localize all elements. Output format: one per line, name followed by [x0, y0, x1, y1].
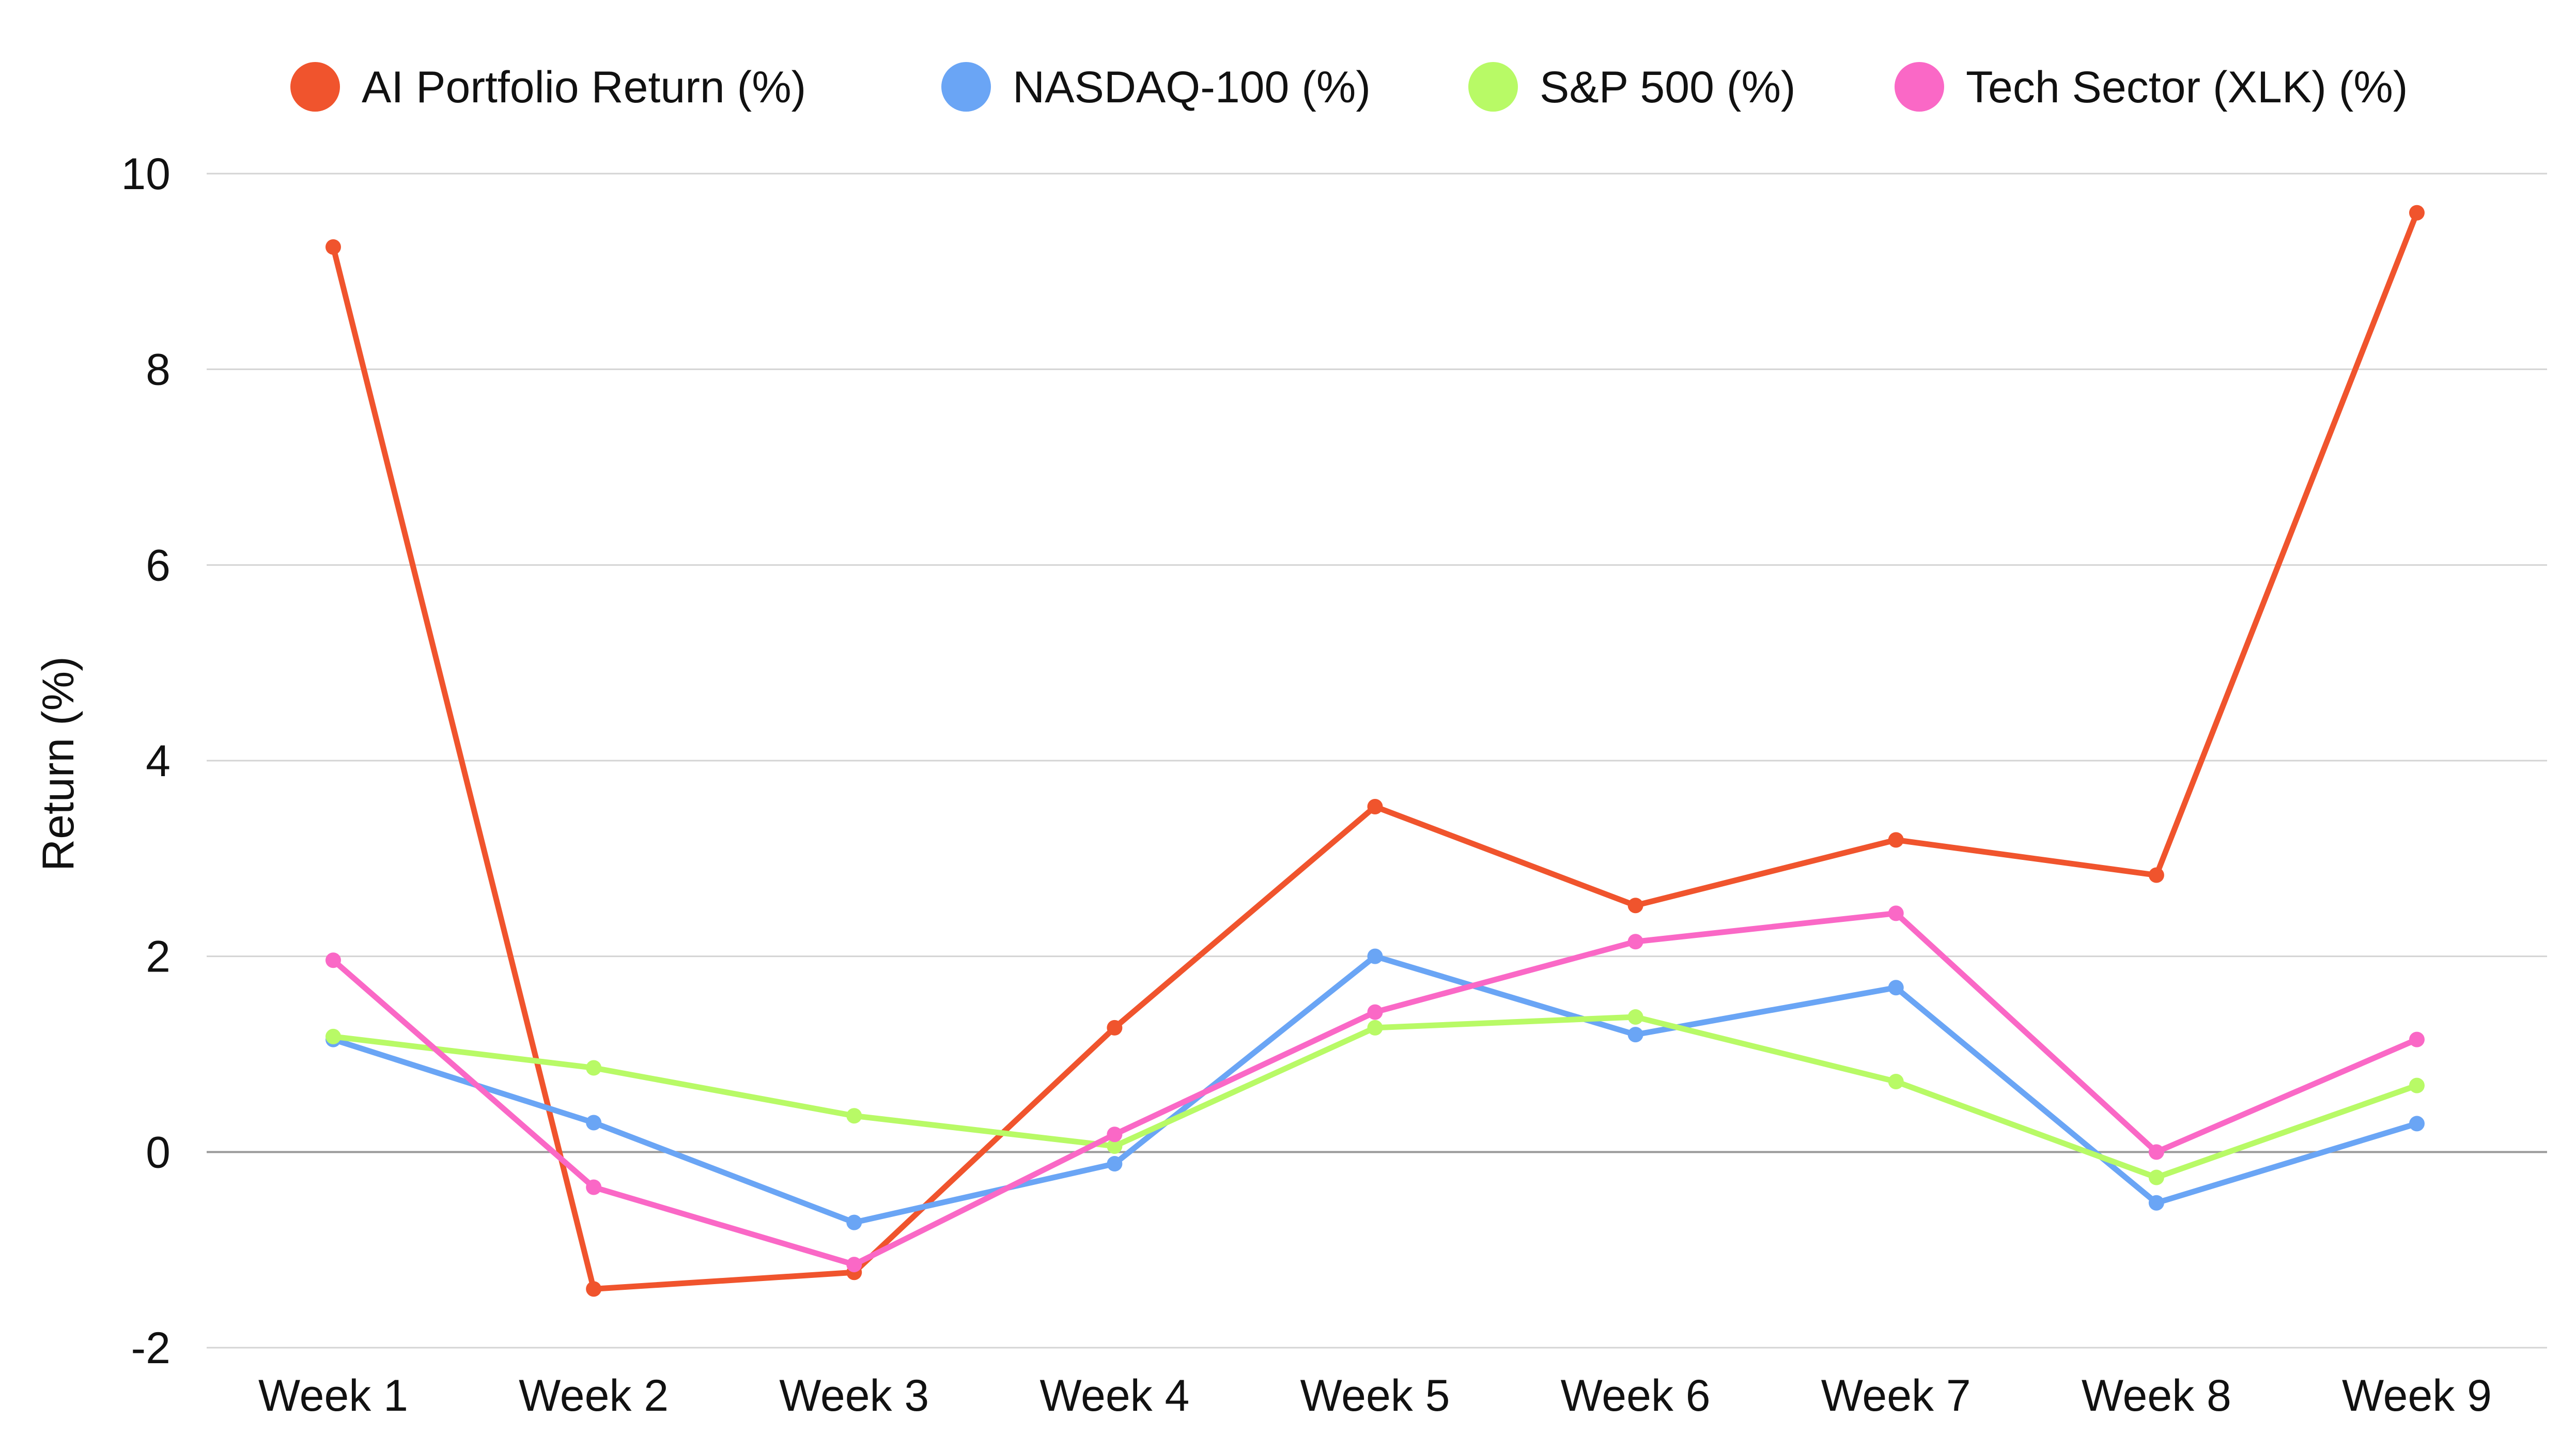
- legend-marker: [290, 62, 340, 112]
- data-point: [2409, 205, 2425, 221]
- x-tick-label: Week 1: [258, 1371, 408, 1421]
- y-axis: -2 0 2 4 6 8 10: [121, 149, 170, 1373]
- data-point: [586, 1060, 602, 1076]
- series-line: [330, 1014, 2420, 1181]
- data-point: [2148, 1195, 2164, 1211]
- x-tick-label: Week 8: [2082, 1371, 2231, 1421]
- data-point: [1627, 934, 1643, 950]
- data-point: [846, 1108, 862, 1124]
- series-group: [325, 948, 2425, 1230]
- legend-item: NASDAQ-100 (%): [941, 62, 1371, 112]
- legend-label: NASDAQ-100 (%): [1013, 63, 1371, 112]
- y-tick-label: 2: [146, 932, 170, 982]
- x-axis: Week 1 Week 2 Week 3 Week 4 Week 5 Week 6 Week…: [258, 1371, 2492, 1421]
- data-point: [1107, 1156, 1123, 1172]
- y-tick-label: -2: [131, 1323, 170, 1373]
- data-point: [2148, 1144, 2164, 1160]
- data-point: [1888, 980, 1904, 996]
- legend-marker: [941, 62, 991, 112]
- data-point: [2409, 1031, 2425, 1047]
- data-point: [1627, 1027, 1643, 1043]
- y-tick-label: 6: [146, 541, 170, 590]
- data-point: [1367, 948, 1383, 964]
- y-axis-title: Return (%): [34, 656, 83, 871]
- data-point: [586, 1281, 602, 1297]
- data-point: [1888, 905, 1904, 921]
- data-point: [1888, 832, 1904, 848]
- legend-item: AI Portfolio Return (%): [290, 62, 806, 112]
- data-point: [586, 1115, 602, 1131]
- legend-marker: [1895, 62, 1944, 112]
- x-tick-label: Week 9: [2342, 1371, 2492, 1421]
- y-tick-label: 0: [146, 1128, 170, 1177]
- data-point: [1367, 798, 1383, 814]
- data-point: [1627, 898, 1643, 914]
- data-point: [325, 1028, 341, 1044]
- legend-marker: [1468, 62, 1518, 112]
- data-point: [2409, 1077, 2425, 1093]
- data-point: [2409, 1116, 2425, 1132]
- data-point: [1367, 1004, 1383, 1020]
- legend-label: Tech Sector (XLK) (%): [1966, 63, 2408, 112]
- series-group: [325, 1009, 2425, 1185]
- data-point: [325, 239, 341, 255]
- legend-item: S&P 500 (%): [1468, 62, 1796, 112]
- y-tick-label: 10: [121, 149, 170, 199]
- legend-item: Tech Sector (XLK) (%): [1895, 62, 2408, 112]
- legend: AI Portfolio Return (%) NASDAQ-100 (%) S&P…: [290, 62, 2408, 112]
- data-point: [1107, 1138, 1123, 1154]
- x-tick-label: Week 4: [1039, 1371, 1189, 1421]
- x-tick-label: Week 6: [1561, 1371, 1711, 1421]
- series-group: [325, 205, 2425, 1297]
- x-tick-label: Week 5: [1300, 1371, 1450, 1421]
- data-point: [1888, 1074, 1904, 1090]
- data-point: [846, 1214, 862, 1230]
- x-tick-label: Week 3: [779, 1371, 929, 1421]
- series-group: [325, 905, 2425, 1273]
- legend-label: AI Portfolio Return (%): [362, 63, 806, 112]
- series-lines: [325, 205, 2425, 1297]
- data-point: [846, 1257, 862, 1273]
- series-line: [330, 953, 2420, 1226]
- data-point: [2148, 867, 2164, 883]
- gridlines: [207, 173, 2547, 1349]
- series-line: [330, 210, 2420, 1292]
- data-point: [1367, 1020, 1383, 1036]
- data-point: [2148, 1169, 2164, 1185]
- data-point: [325, 952, 341, 968]
- x-tick-label: Week 7: [1821, 1371, 1971, 1421]
- data-point: [586, 1179, 602, 1195]
- y-tick-label: 4: [146, 736, 170, 786]
- y-tick-label: 8: [146, 345, 170, 395]
- data-point: [1107, 1127, 1123, 1143]
- legend-label: S&P 500 (%): [1540, 63, 1796, 112]
- x-tick-label: Week 2: [519, 1371, 669, 1421]
- data-point: [1107, 1020, 1123, 1036]
- data-point: [1627, 1009, 1643, 1025]
- series-line: [330, 910, 2420, 1268]
